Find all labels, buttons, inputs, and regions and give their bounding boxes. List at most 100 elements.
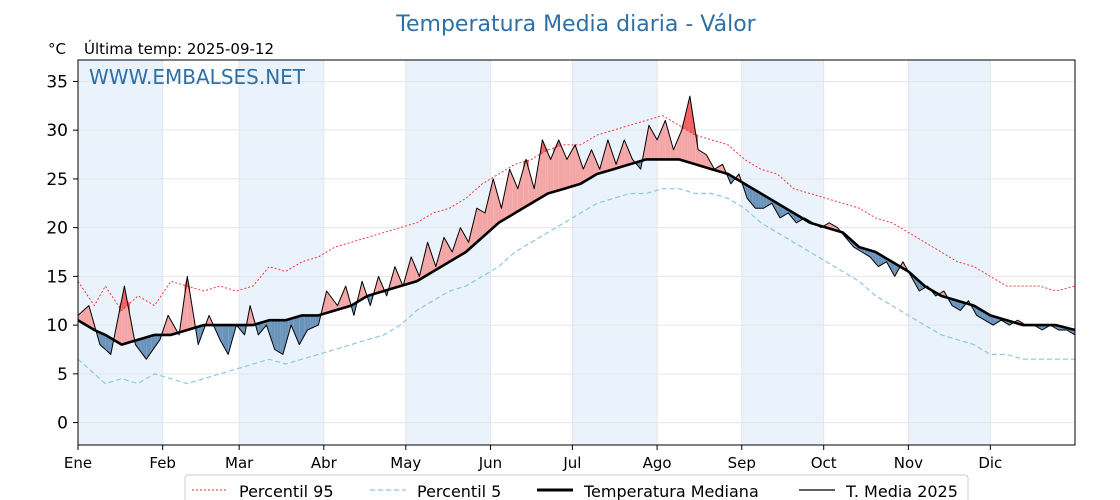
x-tick-label: Nov [894,454,923,472]
fill-above-p95 [684,107,688,131]
fill-above-median [413,263,417,283]
fill-above-median [460,227,464,256]
fill-above-median [454,235,458,259]
fill-below-median [960,301,964,311]
month-band [908,60,991,445]
fill-above-median [536,156,540,201]
fill-below-median [889,260,892,272]
fill-above-median [515,182,518,214]
fill-above-median [165,315,169,335]
fill-below-median [891,261,895,277]
fill-below-median [105,334,109,352]
fill-above-median [719,164,723,173]
y-tick-label: 25 [46,170,68,190]
fill-above-median [411,256,414,283]
x-tick-label: Dic [978,454,1002,472]
fill-above-median [566,154,570,188]
month-band [741,60,824,445]
fill-above-median [444,237,447,266]
fill-below-median [198,325,201,345]
fill-above-median [471,219,475,248]
fill-above-median [569,149,573,188]
fill-above-median [525,159,529,207]
fill-below-median [307,315,311,330]
fill-above-median [323,291,327,314]
fill-above-median [558,139,562,191]
y-tick-label: 30 [46,121,68,141]
x-tick-label: May [390,454,421,472]
fill-below-median [157,334,160,344]
fill-below-median [990,315,994,326]
fill-above-median [523,159,526,209]
fill-below-median [285,319,289,345]
fill-above-median [695,131,699,166]
fill-above-median [345,286,349,308]
fill-below-median [108,336,111,355]
legend-box [184,474,969,500]
fill-below-median [230,325,234,345]
fill-above-median [83,308,87,326]
fill-below-median [225,325,229,355]
fill-above-median [326,291,330,313]
fill-above-median [463,232,466,254]
fill-below-median [777,203,780,218]
fill-above-median [708,159,712,170]
fill-below-median [296,316,300,345]
unit-label: °C [48,40,66,58]
fill-below-median [744,183,748,199]
fill-above-median [673,143,677,160]
fill-above-median [542,139,546,197]
fill-above-median [545,146,548,196]
fill-above-median [88,305,92,329]
fill-above-median [498,198,502,223]
fill-below-median [291,317,294,332]
fill-above-median [607,139,611,171]
fill-above-median [408,256,412,284]
fill-above-median [703,152,707,168]
fill-above-median [465,237,469,253]
legend: Percentil 95 Percentil 5 Temperatura Med… [184,474,969,500]
fill-above-median [250,305,253,326]
fill-above-median [422,253,425,279]
fill-above-median [504,182,507,220]
fill-below-median [269,320,272,342]
y-tick-label: 20 [46,219,68,239]
fill-above-median [648,125,652,160]
fill-above-median [397,273,401,287]
fill-below-median [102,333,106,350]
fill-above-median [610,148,614,170]
fill-above-median [580,161,584,184]
fill-above-median [168,315,171,335]
fill-below-median [310,315,313,329]
fill-above-median [392,266,395,289]
fill-below-median [747,185,750,202]
fill-above-median [476,208,480,243]
fill-above-median [531,178,535,204]
fill-above-median [564,152,567,189]
fill-below-median [957,300,961,311]
series-line-p95 [77,115,1076,312]
month-band [78,60,163,445]
fill-above-median [430,250,434,274]
fill-below-median [239,325,242,332]
fill-above-median [446,242,450,264]
fill-above-median [116,313,119,343]
fill-above-median [449,247,453,262]
fill-above-median [706,154,709,169]
fill-below-median [774,201,778,214]
fill-below-median [870,250,873,261]
fill-above-median [334,301,338,311]
fill-below-median [763,195,767,209]
fill-above-median [482,211,485,238]
fill-below-median [277,320,281,353]
fill-above-median [484,201,488,235]
x-tick-label: Jul [562,454,581,472]
fill-above-median [594,156,597,176]
legend-label-p95: Percentil 95 [239,482,334,500]
fill-below-median [894,263,898,277]
fill-below-median [315,315,319,327]
y-tick-label: 35 [46,72,68,92]
fill-below-median [143,337,147,360]
fill-above-median [588,149,592,179]
